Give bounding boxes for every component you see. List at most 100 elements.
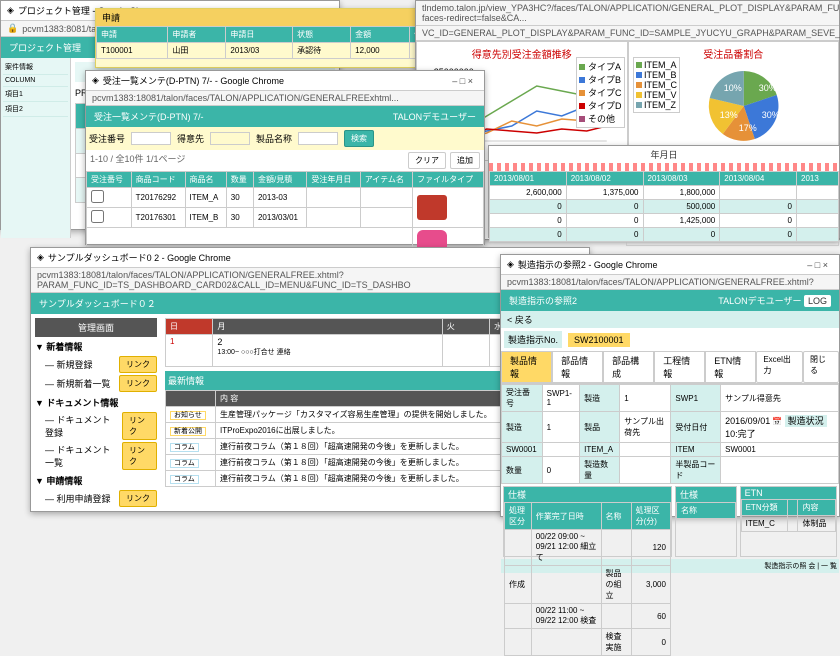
label: 製造指示No. [504,331,562,348]
cal-cell: 2 [217,337,437,347]
td: 製品の組立 [601,566,631,604]
sidebar-item[interactable]: COLUMN [3,75,68,87]
logout-button[interactable]: LOG [804,295,831,307]
search-button[interactable]: 検索 [344,130,374,147]
close-icon[interactable]: – □ × [447,76,478,86]
w3-title: 受注一覧メンテ(D-PTN) 7/- - Google Chrome [103,74,284,87]
sub-title: ETN [741,487,836,499]
news-text: 生産管理パッケージ「カスタマイズ容易生産管理」の提供を開始しました。 [216,407,530,423]
cal-day: 日 [166,319,213,335]
w7-title: 製造指示の参照2 - Google Chrome [518,258,658,271]
table-row: 001,425,0000 [490,214,839,228]
w3-titlebar: ◈ 受注一覧メンテ(D-PTN) 7/- - Google Chrome – □… [86,71,484,91]
table-row[interactable]: T20176292ITEM_A302013-03 [87,188,484,208]
td: 体制品 [798,516,836,532]
sidebar-item[interactable]: 項目1 [3,87,68,102]
menu-item-label: — 新規新着一覧 [45,377,111,390]
close-icon[interactable]: – □ × [802,260,833,270]
cal-event[interactable]: 13:00~ ○○○打合せ 連絡 [217,347,437,357]
svg-text:17%: 17% [738,123,756,133]
legend-item: タイプC [588,88,622,98]
td: ITEM_C [741,516,788,532]
row-checkbox[interactable] [91,190,104,203]
th: 数量 [226,172,253,188]
td: 山田 [168,43,226,59]
td: ITEM_A [185,188,226,208]
th: 申請者 [168,27,226,43]
td: 0 [720,228,797,242]
svg-text:10%: 10% [723,83,741,93]
add-button[interactable]: 追加 [450,152,480,169]
td: 500,000 [643,200,720,214]
menu-header[interactable]: ▼ ドキュメント情報 [35,393,157,411]
table-row: 0000 [490,228,839,242]
menu-item-label: — ドキュメント一覧 [45,443,118,469]
label: 受注番号 [89,132,125,145]
tab-mgmt[interactable]: 管理画面 [35,318,157,337]
legend-item: ITEM_C [644,80,677,90]
label: 製品名称 [256,132,292,145]
back-link[interactable]: < 戻る [507,315,533,325]
td: 作成 [505,566,532,604]
news-tag: コラム [170,459,199,468]
tab[interactable]: 部品情報 [552,351,603,383]
link-button[interactable]: リンク [122,412,157,440]
clear-button[interactable]: クリア [408,152,446,169]
td: 30 [226,188,253,208]
cal-cell[interactable]: 1 [166,335,213,367]
td: サンプル出荷先 [620,412,671,443]
sidebar-item[interactable]: 案件情報 [3,60,68,75]
th: ETN分類 [741,500,788,516]
chrome-icon: ◈ [507,259,514,270]
tab[interactable]: 工程情報 [654,351,705,383]
td: 検査実施 [601,629,631,656]
tab[interactable]: 部品構成 [603,351,654,383]
news-text: 連行前夜コラム（第１８回）「超高速開発の今後」を更新しました。 [216,439,530,455]
svg-text:30%: 30% [761,110,779,120]
td: 0 [566,214,643,228]
value: SW2100001 [568,333,630,347]
td: 1,800,000 [643,186,720,200]
table-row: 2,600,0001,375,0001,800,000 [490,186,839,200]
w5-title: 年月日 [650,148,677,161]
td: 2013/03 [226,43,293,59]
tab-active[interactable]: 製品情報 [501,351,552,383]
th: 処理区分(分) [631,503,670,530]
td: 0 [490,228,567,242]
menu-item-label: — 新規登録 [45,358,93,371]
td: 00/22 11:00 ~ 09/22 12:00 検査 [531,604,601,629]
close-button[interactable]: 閉じる [803,351,839,383]
menu-header[interactable]: ▼ 新着情報 [35,337,157,355]
w3-url: pcvm1383:18081/talon/faces/TALON/APPLICA… [92,93,399,103]
link-button[interactable]: リンク [119,490,157,507]
yellow-popup: 申請 申請申請者申請日状態金額備考 T100001山田2013/03承認待12,… [95,8,455,68]
product-input[interactable] [298,132,338,145]
th: 金額/見積 [253,172,306,188]
link-button[interactable]: リンク [119,356,157,373]
customer-input[interactable] [210,132,250,145]
legend-item: その他 [588,114,615,124]
row-checkbox[interactable] [91,210,104,223]
detail-window: ◈製造指示の参照2 - Google Chrome– □ × pcvm1383:… [500,254,840,517]
link-button[interactable]: リンク [122,442,157,470]
news-tag: コラム [170,475,199,484]
w4-url: tlndemo.talon.jp/view_YPA3HC?/faces/TALO… [422,3,840,23]
td: T100001 [97,43,168,59]
td: 承認待 [293,43,351,59]
table-row: 00500,0000 [490,200,839,214]
menu-header[interactable]: ▼ 申請情報 [35,471,157,489]
svg-text:13%: 13% [719,110,737,120]
ruler [489,163,839,171]
order-no-input[interactable] [131,132,171,145]
cal-day: 火 [442,319,489,335]
tab[interactable]: ETN情報 [705,351,756,383]
sidebar-item[interactable]: 項目2 [3,102,68,117]
legend-item: ITEM_Z [644,100,676,110]
search-bar: 受注番号 得意先 製品名称 検索 [86,127,484,150]
news-tag: お知らせ [170,411,206,420]
link-button[interactable]: リンク [119,375,157,392]
excel-button[interactable]: Excel出力 [756,351,803,383]
news-tag: 新着公開 [170,427,206,436]
td: 00/22 09:00 ~ 09/21 12:00 細立て [531,530,601,566]
menu-item-label: — ドキュメント登録 [45,413,118,439]
